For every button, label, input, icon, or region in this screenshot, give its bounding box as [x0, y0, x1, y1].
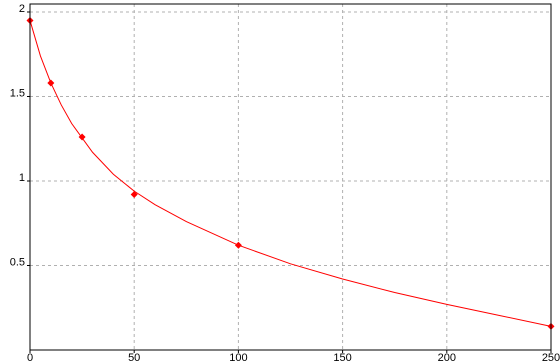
x-tick-label: 100 [229, 352, 247, 364]
y-tick-label: 2 [19, 3, 25, 15]
data-point [234, 241, 242, 249]
data-point [130, 191, 138, 199]
x-tick-label: 250 [542, 352, 560, 364]
x-tick-label: 50 [128, 352, 140, 364]
x-tick-label: 0 [27, 352, 33, 364]
y-tick-label: 0.5 [10, 256, 25, 268]
data-point [47, 79, 55, 87]
x-tick-label: 200 [438, 352, 456, 364]
fit-curve [29, 20, 552, 327]
plot-frame [29, 3, 552, 351]
data-point [78, 133, 86, 141]
x-tick-label: 150 [333, 352, 351, 364]
y-tick-label: 1 [19, 172, 25, 184]
y-tick-label: 1.5 [10, 87, 25, 99]
